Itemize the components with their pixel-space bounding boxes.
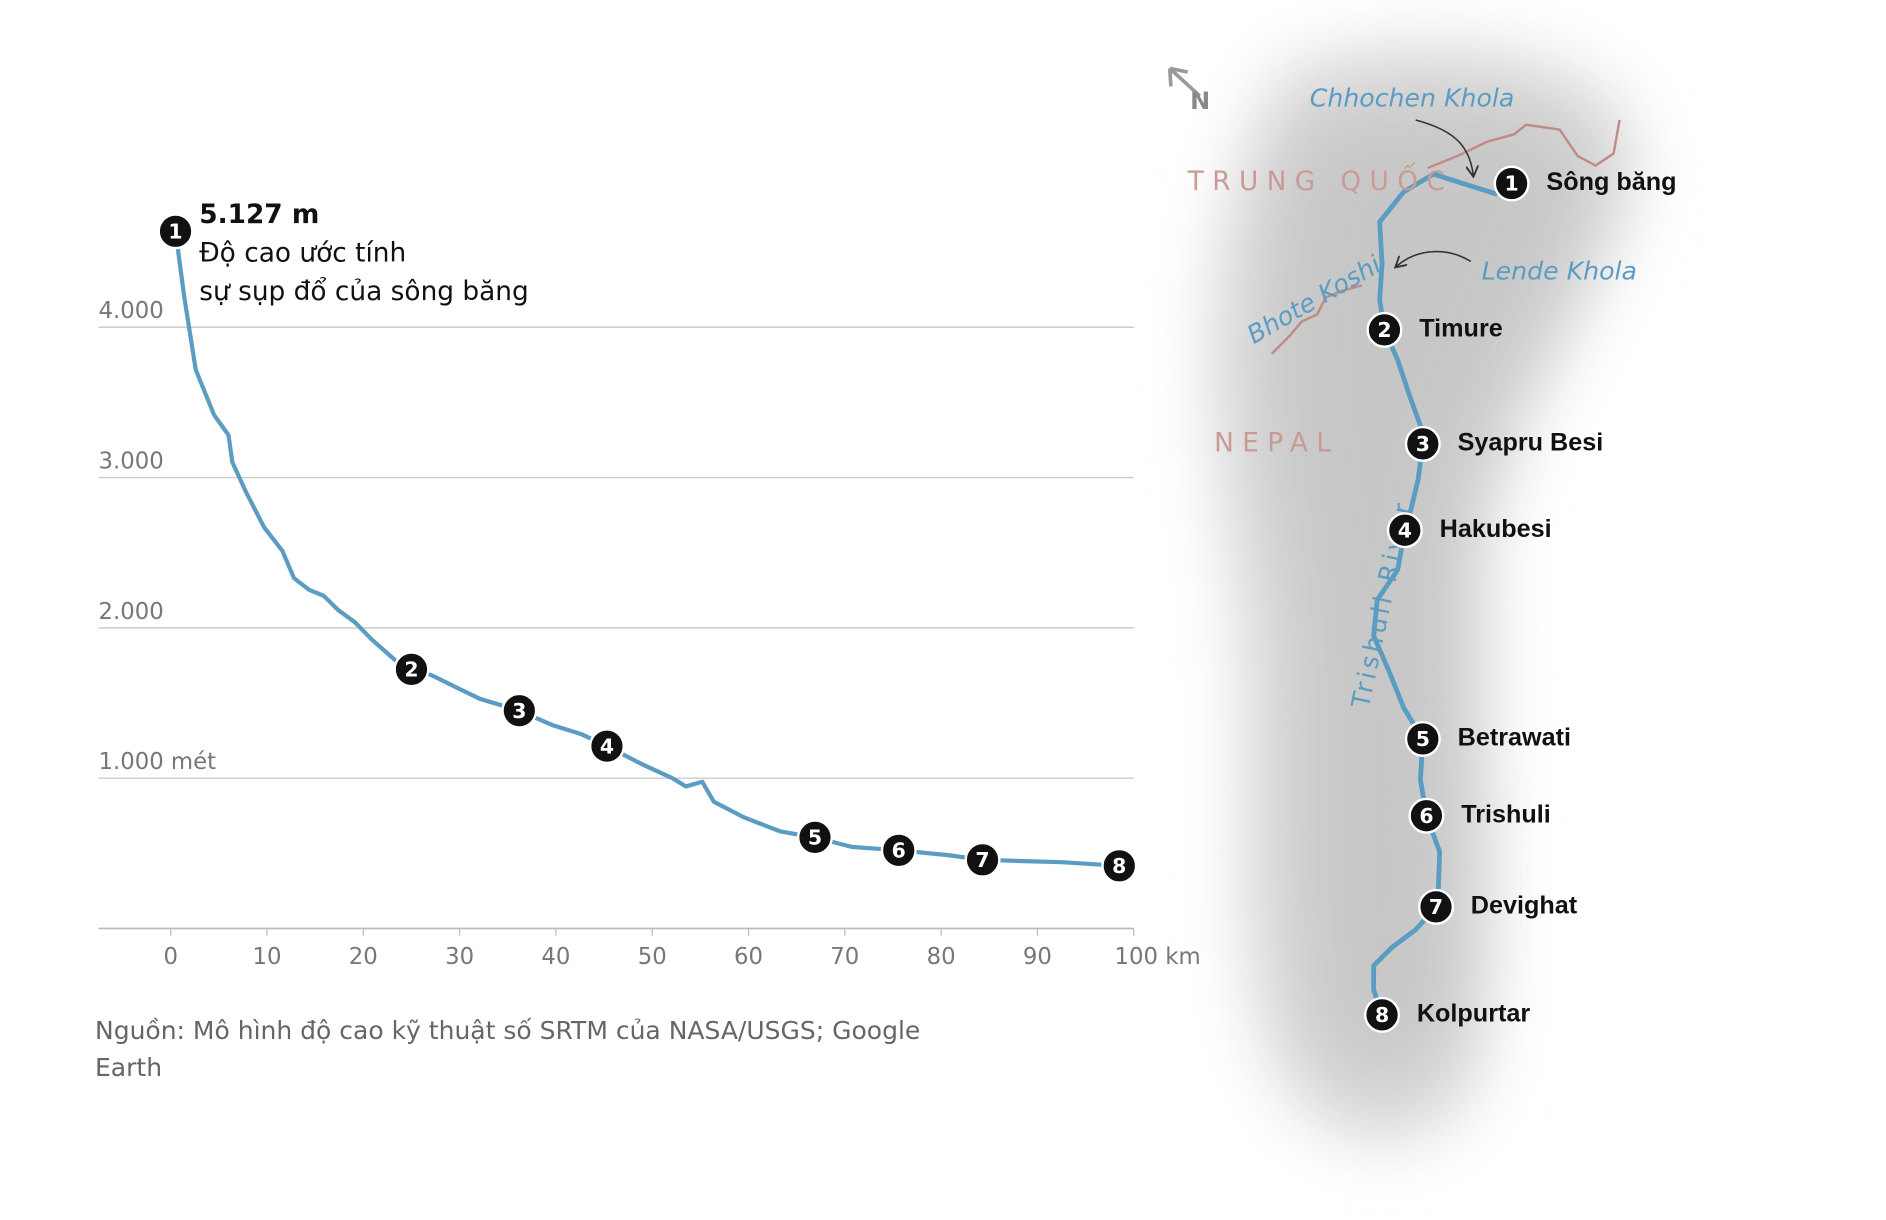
arrow [1396,250,1472,267]
region-label: NEPAL [1214,428,1339,458]
point-label: 6 [892,839,906,863]
y-tick-label: 2.000 [98,599,163,625]
place-marker [1404,425,1441,462]
place-marker [1386,512,1423,549]
place-marker [1408,797,1445,834]
place-number: 6 [1419,804,1433,828]
places: 1 Sông băng 2 Timure 3 Syapru Besi 4 Hakubesi 5 B… [1364,165,1677,1033]
place-number: 4 [1398,518,1412,542]
border [1270,284,1362,355]
place-marker [1493,165,1530,202]
point-label: 1 [168,220,182,244]
annotation-line: sự sụp đổ của sông băng [199,276,529,307]
terrain [1214,47,1635,1141]
x-tick-label: 0 [163,944,178,970]
y-tick-label: 1.000 mét [98,749,216,775]
river-label: Lende Khola [1482,256,1637,285]
point-marker [393,651,430,688]
place-name: Betrawati [1458,724,1571,752]
x-tick-label: 10 [253,944,282,970]
x-tick-label: 60 [734,944,763,970]
x-tick-label: 80 [927,944,956,970]
x-tick-label: 100 km [1115,944,1201,970]
point-label: 7 [975,848,989,872]
point-label: 8 [1112,854,1126,878]
point-label: 5 [808,826,822,850]
point-label: 4 [600,734,614,758]
x-tick-label: 40 [541,944,570,970]
compass: N [1190,87,1210,115]
place-marker [1364,996,1401,1033]
x-tick-label: 50 [638,944,667,970]
x-tick-label: 90 [1023,944,1052,970]
x-tick-label: 20 [349,944,378,970]
place-name: Hakubesi [1440,515,1552,543]
line [173,231,1120,868]
place-name: Timure [1419,315,1503,343]
point-marker [588,728,625,765]
source: Nguồn: Mô hình độ cao kỹ thuật số SRTM c… [95,1016,921,1082]
border [1427,119,1621,170]
point-marker [501,692,538,729]
point-label: 2 [404,658,418,682]
annotation-value: 5.127 m [199,200,319,230]
place-number: 5 [1416,727,1430,751]
point-marker [880,832,917,869]
point-label: 3 [512,699,526,723]
place-marker [1418,888,1455,925]
point-marker [796,819,833,856]
place-number: 7 [1429,895,1443,919]
place-number: 1 [1505,172,1519,196]
place-number: 2 [1377,318,1391,342]
place-name: Sông băng [1546,168,1676,196]
x-tick-label: 70 [830,944,859,970]
place-number: 8 [1375,1003,1389,1027]
place-marker [1366,311,1403,348]
place-marker [1404,720,1441,757]
place-name: Kolpurtar [1417,1000,1531,1028]
arrow [1415,119,1474,175]
y-tick-label: 3.000 [98,448,163,474]
compass-arrow [1167,66,1201,98]
y-tick-label: 4.000 [98,298,163,324]
place-name: Devighat [1471,892,1578,920]
point-marker [157,213,194,250]
region-label: TRUNG QUỐC [1187,162,1454,197]
river-label: Chhochen Khola [1310,84,1515,113]
point-marker [964,841,1001,878]
x-tick-label: 30 [445,944,474,970]
annotation-line: Độ cao ước tính [199,239,406,269]
point-marker [1101,847,1138,884]
place-name: Trishuli [1461,800,1551,828]
place-number: 3 [1416,432,1430,456]
place-name: Syapru Besi [1458,429,1604,457]
